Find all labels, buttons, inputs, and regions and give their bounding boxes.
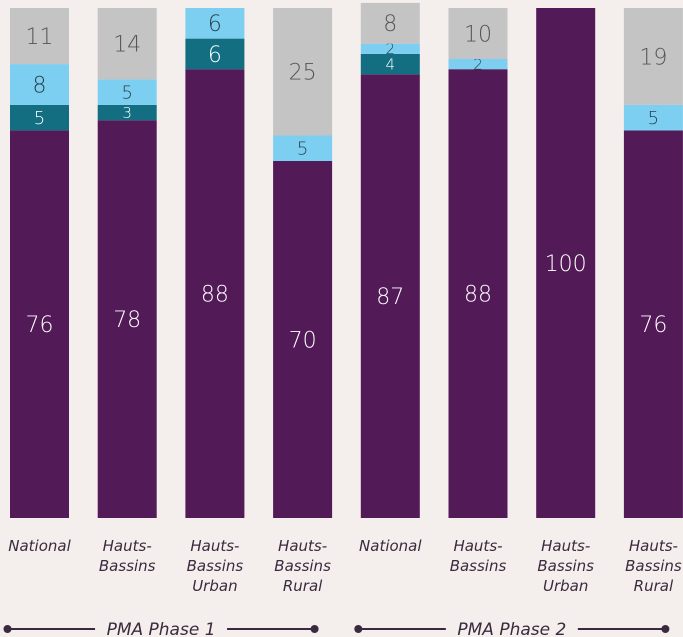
bar-segment (623, 8, 683, 105)
data-label: 6 (208, 43, 222, 68)
category-label: Bassins (625, 557, 682, 575)
data-label: 5 (34, 108, 45, 129)
bar-segment (623, 130, 683, 518)
data-label: 78 (113, 308, 141, 333)
data-label: 2 (473, 56, 483, 74)
category-label: Hauts- (541, 537, 590, 555)
category-label: Bassins (450, 557, 507, 575)
bar-segment (97, 120, 157, 518)
category-label: Rural (283, 577, 323, 595)
group-label: PMA Phase 1 (107, 620, 216, 637)
data-label: 11 (26, 25, 54, 50)
bar-segment (448, 59, 508, 70)
bar-segment (360, 74, 420, 519)
bar-segment (360, 43, 420, 54)
category-label: Urban (543, 577, 588, 595)
data-label: 4 (386, 56, 396, 74)
category-label: Rural (634, 577, 674, 595)
data-label: 5 (121, 83, 132, 104)
bar-segment (360, 2, 420, 44)
category-label: Bassins (274, 557, 331, 575)
data-label: 88 (201, 283, 229, 308)
bar-segment (273, 8, 333, 136)
data-label: 76 (639, 313, 667, 338)
category-label: Bassins (99, 557, 156, 575)
bar-segment (185, 8, 245, 39)
bar-segment (10, 8, 69, 65)
data-label: 14 (113, 33, 141, 58)
category-label: Hauts- (103, 537, 152, 555)
data-label: 5 (648, 108, 659, 129)
data-label: 87 (376, 285, 404, 310)
data-label: 2 (386, 40, 396, 58)
group-bracket-dot (661, 625, 670, 633)
data-label: 8 (33, 73, 47, 98)
data-label: 3 (122, 104, 132, 122)
category-label: National (8, 537, 71, 555)
bar-segment (448, 8, 508, 59)
category-label: Hauts- (278, 537, 327, 555)
category-label: Hauts- (190, 537, 239, 555)
category-label: Bassins (537, 557, 594, 575)
bar-segment (10, 64, 69, 105)
bar-segment (448, 69, 508, 518)
bar-segment (536, 8, 596, 518)
data-label: 8 (383, 12, 397, 37)
data-label: 88 (464, 283, 492, 308)
data-label: 6 (208, 12, 222, 37)
data-label: 25 (289, 61, 317, 86)
bar-segment (185, 69, 245, 518)
category-label: Hauts- (453, 537, 502, 555)
category-label: National (359, 537, 422, 555)
group-bracket-dot (3, 625, 12, 633)
data-label: 5 (297, 139, 308, 160)
bar-segment (97, 79, 157, 105)
category-label: Bassins (187, 557, 244, 575)
data-label: 76 (26, 313, 54, 338)
bar-segment (623, 104, 683, 131)
group-label: PMA Phase 2 (457, 620, 566, 637)
group-bracket-dot (354, 625, 363, 633)
data-label: 70 (289, 328, 317, 353)
category-label: Hauts- (629, 537, 678, 555)
data-label: 10 (464, 22, 492, 47)
data-label: 19 (639, 45, 667, 70)
bar-segment (185, 38, 245, 70)
data-label: 100 (545, 252, 587, 277)
bar-segment (10, 104, 69, 131)
category-label: Urban (192, 577, 237, 595)
bar-segment (273, 161, 333, 518)
bar-segment (10, 130, 69, 518)
group-bracket-dot (310, 625, 319, 633)
bar-segment (360, 53, 420, 75)
bar-segment (97, 8, 157, 80)
bar-segment (97, 104, 157, 121)
bar-segment (273, 135, 333, 161)
